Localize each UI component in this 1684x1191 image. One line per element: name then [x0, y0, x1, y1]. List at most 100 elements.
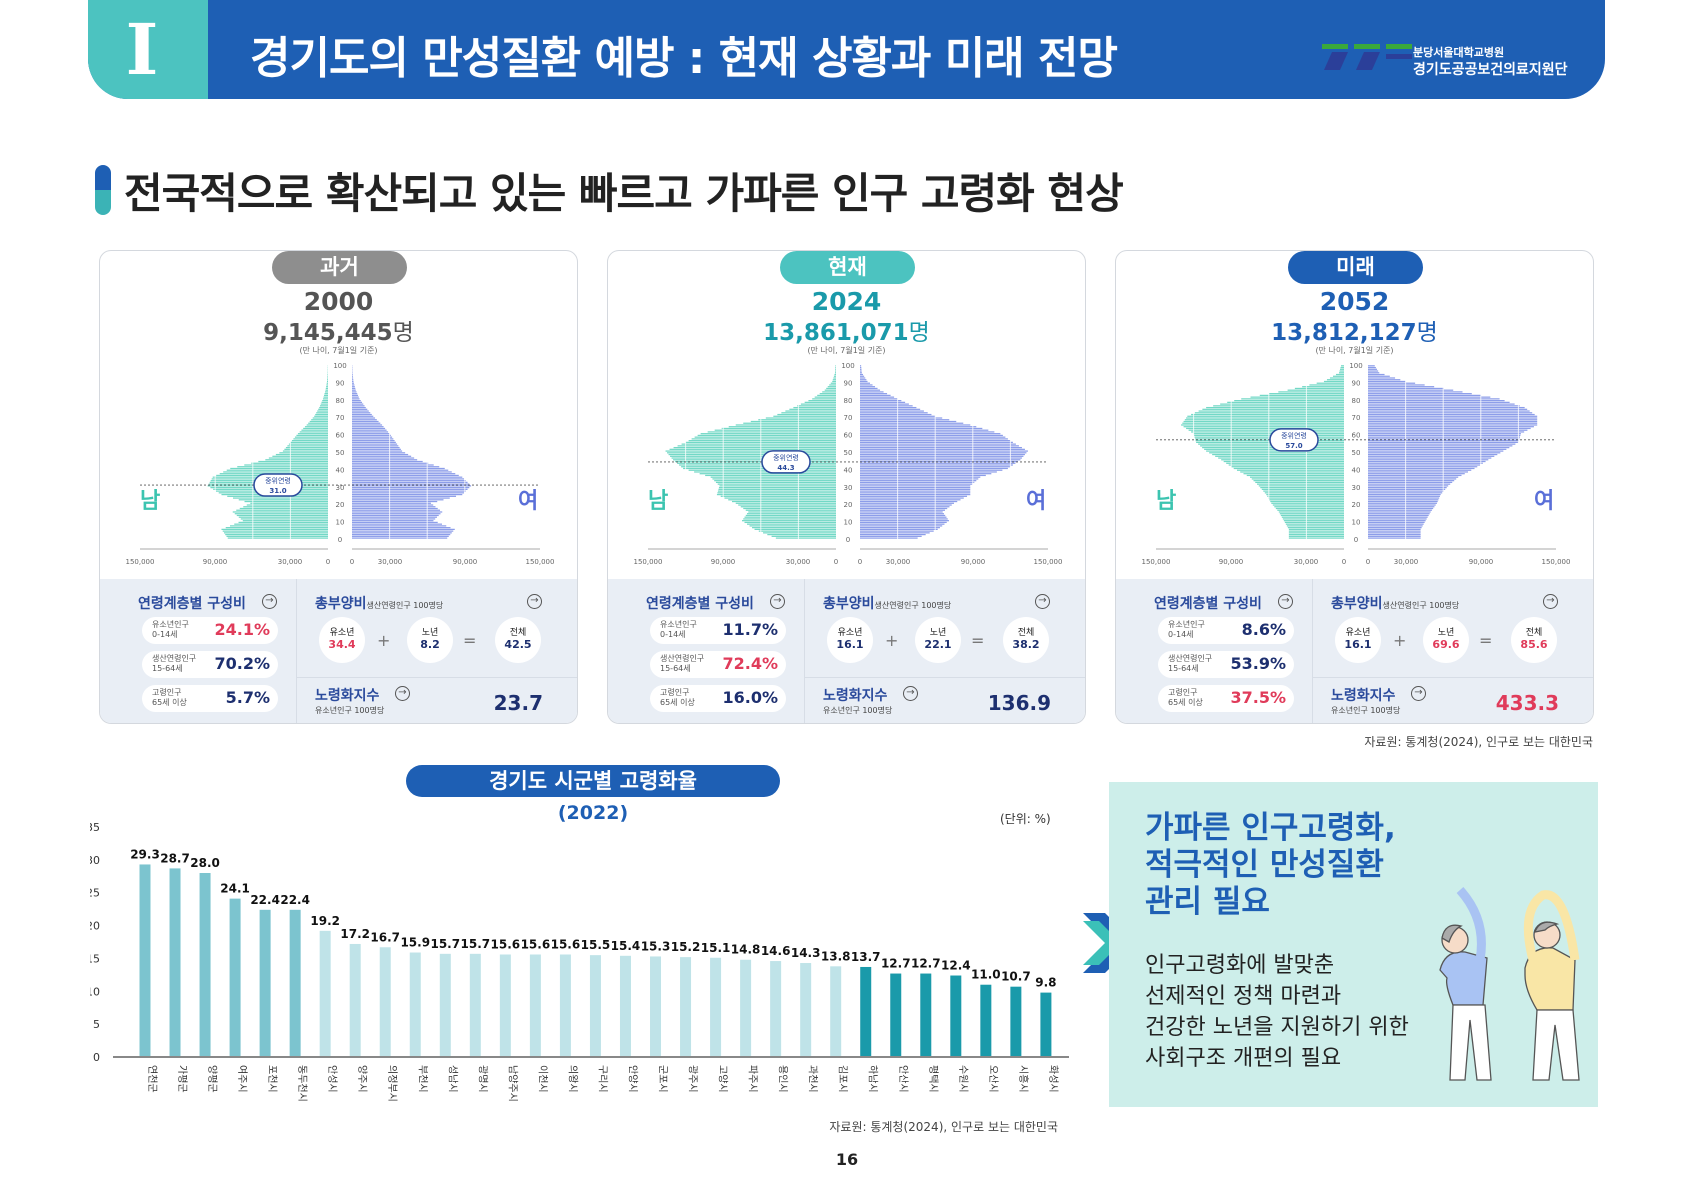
female-bar — [1368, 372, 1380, 374]
male-bar — [1240, 471, 1344, 473]
female-bar — [1368, 406, 1525, 409]
age-tick-label: 70 — [844, 414, 853, 422]
male-bar — [712, 478, 836, 480]
x-category-label: 포천시 — [266, 1065, 278, 1093]
male-bar — [325, 387, 328, 390]
female-bar — [1368, 473, 1465, 475]
male-bar — [1287, 527, 1344, 529]
male-bar — [1183, 420, 1344, 423]
female-bar — [1368, 488, 1446, 490]
composition-more-icon[interactable]: → — [1278, 594, 1293, 609]
population-pyramid-chart: 0 10 20 30 40 50 60 70 80 90 100 150,000 90,000 30,00… — [1142, 362, 1571, 566]
female-bar — [1368, 370, 1379, 372]
population-unit: 명 — [1416, 320, 1438, 346]
bar-value-label: 15.6 — [551, 937, 581, 951]
male-bar — [240, 518, 328, 520]
aging-index-more-icon[interactable]: → — [903, 686, 918, 701]
male-bar — [718, 488, 836, 490]
female-bar — [1368, 469, 1472, 471]
stats-section: 연령계층별 구성비 → 유소년인구 0-14세 11.7% 생산연령인구 15-64세 7… — [608, 579, 1085, 723]
female-bar — [1368, 448, 1507, 450]
female-bar — [860, 495, 968, 497]
female-bar — [1368, 466, 1478, 468]
composition-more-icon[interactable]: → — [770, 594, 785, 609]
bar-시흥시 — [1010, 986, 1022, 1057]
y-tick-label: 35 — [90, 821, 100, 834]
x-tick-label: 150,000 — [634, 558, 663, 566]
male-bar — [1218, 457, 1344, 459]
bar-value-label: 17.2 — [340, 927, 370, 941]
male-bar — [1279, 513, 1344, 515]
male-bar — [717, 492, 836, 494]
male-label: 남 — [1156, 489, 1177, 514]
composition-more-icon[interactable]: → — [262, 594, 277, 609]
subtitle-marker — [95, 165, 111, 215]
male-bar — [327, 375, 328, 377]
female-bar — [860, 497, 964, 499]
male-bar — [272, 455, 328, 457]
bar-광주시 — [680, 957, 692, 1057]
female-bar — [860, 514, 946, 517]
age-tick-label: 80 — [1352, 397, 1361, 405]
female-bar — [1368, 506, 1435, 508]
male-bar — [1332, 375, 1344, 377]
female-bar — [352, 389, 356, 391]
female-bar — [352, 450, 403, 452]
female-bar — [352, 424, 383, 426]
female-bar — [860, 530, 934, 532]
x-tick-label: 0 — [326, 558, 330, 566]
aging-index-value: 136.9 — [987, 691, 1051, 715]
panel-year: 2024 — [811, 287, 882, 316]
female-bar — [860, 434, 1003, 437]
female-bar — [352, 375, 353, 377]
composition-label: 유소년인구 0-14세 — [152, 620, 189, 639]
female-bar — [860, 441, 1013, 443]
x-category-label: 평택시 — [927, 1065, 939, 1093]
female-bar — [860, 408, 921, 410]
dependency-more-icon[interactable]: → — [1035, 594, 1050, 609]
bar-value-label: 13.7 — [851, 950, 881, 964]
dependency-more-icon[interactable]: → — [527, 594, 542, 609]
male-bar — [675, 460, 836, 463]
dependency-ratio: 총부양비생산연령인구 100명당 → 유소년 34.4 노년 8.2 전체 42.5 + = 노령화… — [296, 579, 577, 723]
female-bar — [1368, 394, 1482, 397]
bar-value-label: 15.6 — [491, 937, 521, 951]
population-unit: 명 — [908, 320, 930, 346]
male-bar — [817, 394, 836, 397]
female-bar — [352, 473, 456, 475]
female-bar — [352, 443, 398, 445]
female-bar — [1368, 365, 1375, 367]
composition-value: 11.7% — [722, 620, 778, 639]
female-bar — [1368, 499, 1439, 501]
male-bar — [826, 387, 836, 390]
female-bar — [1368, 384, 1425, 386]
female-bar — [352, 386, 355, 388]
age-tick-label: 90 — [844, 379, 853, 387]
bar-value-label: 10.7 — [1001, 970, 1031, 984]
male-bar — [323, 396, 328, 398]
male-bar — [225, 527, 328, 529]
female-bar — [1368, 445, 1513, 447]
dependency-more-icon[interactable]: → — [1543, 594, 1558, 609]
male-bar — [1257, 483, 1344, 485]
female-bar — [860, 535, 922, 537]
female-bar — [860, 493, 971, 496]
dependency-label: 전체 — [509, 628, 527, 638]
male-bar — [754, 528, 836, 530]
female-bar — [1368, 429, 1528, 431]
male-bar — [1288, 528, 1344, 530]
x-category-label: 파주시 — [747, 1065, 759, 1093]
org-logo-icon — [1322, 44, 1412, 70]
dependency-elder: 노년 69.6 — [1423, 617, 1469, 663]
female-bar — [860, 520, 949, 522]
aging-index-more-icon[interactable]: → — [395, 686, 410, 701]
chart-source: 자료원: 통계청(2024), 인구로 보는 대한민국 — [829, 1120, 1058, 1134]
male-label: 남 — [648, 489, 669, 514]
population-pyramid-chart: 0 10 20 30 40 50 60 70 80 90 100 150,000 90,000 30,00… — [126, 362, 555, 566]
aging-index-more-icon[interactable]: → — [1411, 686, 1426, 701]
composition-youth: 유소년인구 0-14세 11.7% — [650, 617, 786, 644]
male-bar — [1184, 419, 1344, 421]
male-bar — [715, 481, 836, 484]
bar-포천시 — [259, 909, 271, 1057]
composition-title: 연령계층별 구성비 — [138, 596, 246, 612]
